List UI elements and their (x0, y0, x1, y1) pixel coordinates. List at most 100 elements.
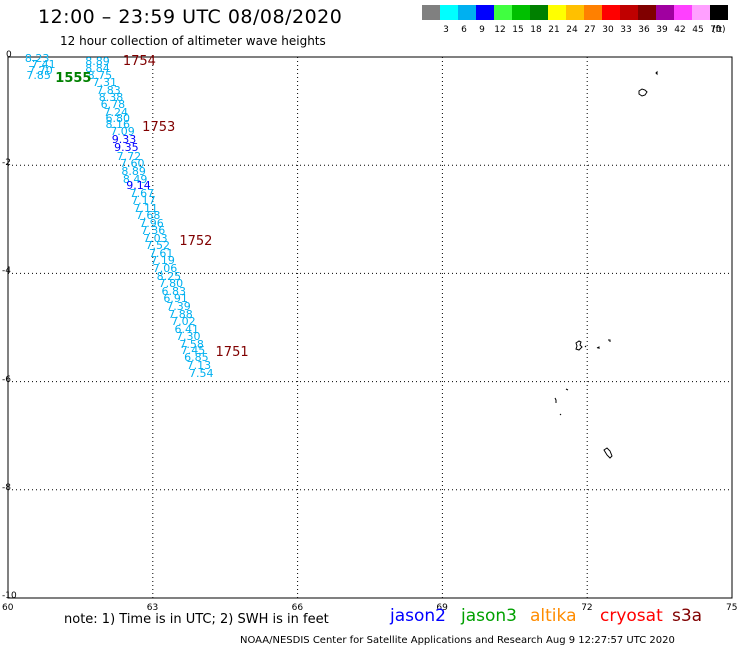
wave-height-value: 6.83 (161, 284, 186, 298)
legend-label: 45 (692, 25, 704, 35)
satellite-jason3: jason3 (461, 606, 517, 626)
wave-height-value: 7.17 (131, 194, 156, 208)
legend-swatch (494, 5, 512, 20)
wave-height-value: 7.83 (96, 83, 121, 97)
legend-label: 12 (494, 25, 506, 35)
legend-swatch (422, 5, 440, 20)
wave-height-value: 7.03 (143, 231, 168, 245)
longitude-tick-label: 72 (581, 603, 593, 613)
wave-height-value: 7.41 (31, 57, 56, 71)
legend-swatch (566, 5, 584, 20)
island-outline (638, 88, 648, 97)
pass-time-label: 1555 (55, 70, 92, 86)
latitude-tick-label: -6 (2, 374, 11, 385)
pass-time-label: 1754 (122, 54, 156, 70)
wave-height-value: 7.54 (189, 367, 214, 381)
legend-label: 6 (461, 25, 467, 35)
longitude-tick-label: 63 (146, 603, 159, 613)
island-outlines (554, 70, 658, 459)
wave-height-value: 7.36 (140, 224, 166, 238)
wave-height-value: 7.61 (148, 246, 174, 260)
legend-label: 15 (512, 25, 524, 35)
wave-height-value: 7.24 (103, 105, 129, 119)
island-outline (584, 339, 611, 349)
wave-height-value: 6.41 (174, 322, 200, 336)
wave-height-value: 7.39 (166, 299, 191, 313)
longitude-tick-label: 66 (291, 603, 304, 613)
note-text: note: 1) Time is in UTC; 2) SWH is in fe… (64, 612, 329, 627)
wave-height-value: 7.09 (110, 125, 135, 139)
legend-swatch (638, 5, 656, 20)
lat-lon-grid (8, 57, 732, 598)
island-outline (575, 340, 583, 351)
legend-label: 24 (566, 25, 578, 35)
legend-swatch (458, 5, 476, 20)
wave-height-value: 8.38 (98, 91, 124, 105)
wave-height-value: 6.91 (163, 292, 188, 306)
wave-height-value: 8.89 (85, 55, 110, 69)
legend-swatch (440, 5, 458, 20)
legend-label: 30 (602, 25, 614, 35)
map-subtitle: 12 hour collection of altimeter wave hei… (60, 34, 326, 48)
legend-swatch (512, 5, 530, 20)
satellite-altika: altika (530, 606, 577, 626)
legend-swatch (674, 5, 692, 20)
wave-height-value: 8.89 (121, 165, 146, 179)
legend-swatch (530, 5, 548, 20)
wave-height-value: 7.70 (28, 63, 53, 77)
wave-height-value: 8.49 (122, 172, 148, 186)
satellite-jason2: jason2 (390, 606, 446, 626)
wave-height-value: 7.60 (119, 157, 145, 171)
legend-swatch (692, 5, 710, 20)
wave-height-value: 7.52 (145, 239, 171, 253)
wave-height-value: 7.02 (171, 315, 196, 329)
legend-swatch (476, 5, 494, 20)
legend-swatch (710, 5, 728, 20)
wave-height-value: 9.35 (114, 141, 139, 155)
legend-label: 9 (479, 25, 485, 35)
legend-swatch (602, 5, 620, 20)
satellite-s3a: s3a (672, 606, 703, 626)
legend-label: 21 (548, 25, 560, 35)
legend-label: 18 (530, 25, 542, 35)
wave-height-value: 7.31 (92, 75, 117, 89)
wave-height-value: 6.80 (105, 112, 130, 126)
wave-height-value: 7.30 (175, 330, 201, 344)
wave-height-value: 7.67 (129, 186, 155, 200)
wave-height-value: 9.33 (111, 133, 137, 147)
island-outline (603, 447, 613, 459)
wave-height-value: 7.45 (180, 343, 206, 357)
wave-height-value: 6.85 (184, 351, 209, 365)
longitude-tick-label: 60 (2, 603, 14, 613)
wave-height-value: 7.88 (168, 307, 193, 321)
wave-height-value: 8.23 (24, 51, 50, 65)
latitude-tick-label: -2 (2, 158, 11, 169)
island-outline (655, 70, 658, 76)
wave-height-value: 7.19 (150, 254, 175, 268)
wave-height-value: 8.16 (105, 118, 130, 132)
wave-height-value: 8.75 (87, 69, 113, 83)
legend-swatch (656, 5, 674, 20)
legend-label: 27 (584, 25, 596, 35)
wave-height-value: 8.25 (156, 269, 182, 283)
map-title: 12:00 – 23:59 UTC 08/08/2020 (38, 6, 343, 28)
pass-time-label: 1752 (179, 234, 213, 250)
legend-swatch (620, 5, 638, 20)
island-outline (554, 388, 569, 416)
wave-height-value: 7.72 (116, 149, 142, 163)
wave-height-value: 7.68 (135, 209, 161, 223)
wave-height-value: 7.06 (152, 262, 178, 276)
latitude-tick-label: -4 (2, 266, 11, 277)
legend-label: 70 (710, 25, 722, 35)
wave-height-value: 7.11 (133, 202, 158, 216)
wave-height-value: 7.85 (26, 69, 51, 83)
latitude-tick-label: -10 (2, 591, 17, 601)
longitude-tick-label: 75 (726, 603, 738, 613)
wave-height-value: 7.13 (186, 358, 212, 372)
wave-height-value: 7.96 (139, 216, 164, 230)
latitude-tick-label: -8 (2, 482, 11, 493)
wave-height-value: 7.58 (179, 337, 204, 351)
wave-height-value: 6.78 (100, 98, 126, 112)
legend-label: 33 (620, 25, 632, 35)
